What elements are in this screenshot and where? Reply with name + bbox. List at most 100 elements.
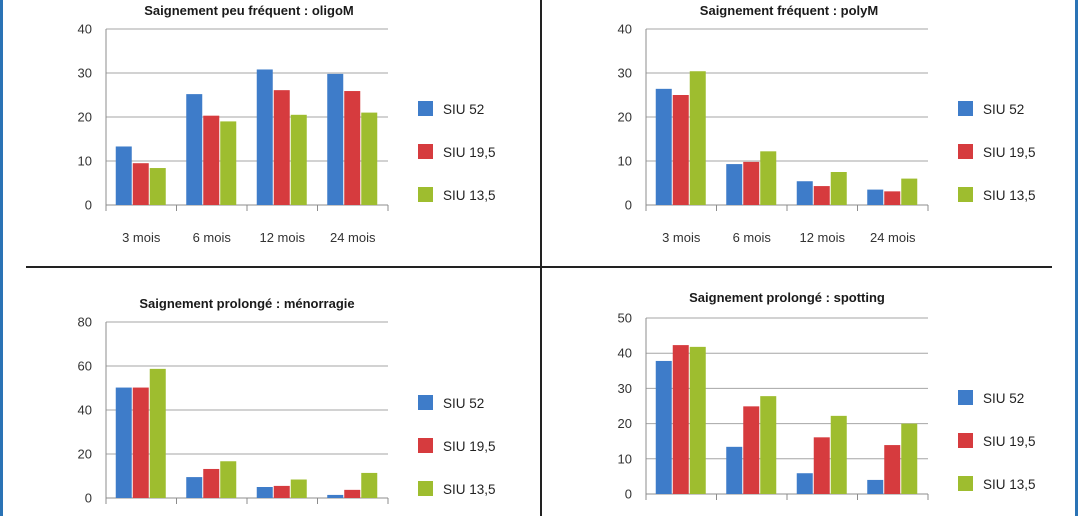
horizontal-divider <box>26 266 1052 268</box>
bar <box>327 73 344 205</box>
y-tick-label: 10 <box>618 154 632 169</box>
y-tick-label: 30 <box>618 381 632 396</box>
bar <box>344 91 361 205</box>
legend-swatch <box>958 101 973 116</box>
x-tick-label: 12 mois <box>259 230 305 245</box>
bar <box>743 161 760 205</box>
bar <box>290 479 307 498</box>
bar <box>672 345 689 494</box>
legend-label: SIU 52 <box>443 396 484 411</box>
x-tick-label: 6 mois <box>733 230 772 245</box>
y-tick-label: 40 <box>78 403 92 418</box>
bar <box>655 360 672 494</box>
legend-swatch <box>418 438 433 453</box>
bar <box>361 112 378 205</box>
bar <box>186 477 203 498</box>
y-tick-label: 10 <box>618 451 632 466</box>
bar <box>273 90 290 205</box>
legend-label: SIU 19,5 <box>443 145 496 160</box>
bar <box>655 88 672 205</box>
y-tick-label: 0 <box>625 198 632 213</box>
bar <box>115 387 132 498</box>
y-tick-label: 30 <box>78 66 92 81</box>
y-tick-label: 20 <box>78 447 92 462</box>
bar <box>884 445 901 494</box>
bar <box>689 346 706 494</box>
legend-label: SIU 19,5 <box>983 145 1036 160</box>
y-tick-label: 0 <box>85 198 92 213</box>
bar <box>901 423 918 494</box>
legend-label: SIU 13,5 <box>983 477 1036 492</box>
legend-label: SIU 13,5 <box>983 188 1036 203</box>
legend-swatch <box>958 187 973 202</box>
bar <box>256 487 273 498</box>
bar <box>256 69 273 205</box>
y-tick-label: 20 <box>618 110 632 125</box>
chart-title: Saignement prolongé : spotting <box>689 290 885 305</box>
x-tick-label: 3 mois <box>662 230 701 245</box>
x-tick-label: 6 mois <box>193 230 232 245</box>
y-tick-label: 40 <box>618 22 632 37</box>
x-tick-label: 3 mois <box>122 230 161 245</box>
y-tick-label: 60 <box>78 359 92 374</box>
bar <box>273 485 290 498</box>
legend-label: SIU 52 <box>983 391 1024 406</box>
bar <box>813 437 830 494</box>
legend-swatch <box>958 144 973 159</box>
bar <box>132 387 149 498</box>
bar <box>884 191 901 205</box>
y-tick-label: 0 <box>85 491 92 506</box>
y-tick-label: 40 <box>78 22 92 37</box>
legend-swatch <box>418 481 433 496</box>
bar <box>796 181 813 205</box>
bar <box>132 163 149 205</box>
bar <box>149 168 166 205</box>
legend-swatch <box>958 390 973 405</box>
legend-swatch <box>418 144 433 159</box>
y-tick-label: 0 <box>625 487 632 502</box>
bar <box>867 479 884 494</box>
bar <box>290 114 307 205</box>
legend-label: SIU 19,5 <box>443 439 496 454</box>
chart-title: Saignement prolongé : ménorragie <box>139 296 354 311</box>
legend-label: SIU 52 <box>443 102 484 117</box>
chart-title: Saignement peu fréquent : oligoM <box>144 3 353 18</box>
x-tick-label: 24 mois <box>870 230 916 245</box>
y-tick-label: 40 <box>618 346 632 361</box>
bar <box>203 468 220 498</box>
y-tick-label: 20 <box>618 416 632 431</box>
legend-swatch <box>418 101 433 116</box>
bar <box>672 95 689 205</box>
bar <box>743 406 760 494</box>
bar <box>760 396 777 494</box>
bar <box>901 178 918 205</box>
x-tick-label: 12 mois <box>799 230 845 245</box>
bar <box>186 94 203 205</box>
y-tick-label: 10 <box>78 154 92 169</box>
bar <box>689 71 706 206</box>
bar <box>726 164 743 205</box>
legend-label: SIU 19,5 <box>983 434 1036 449</box>
legend-label: SIU 13,5 <box>443 482 496 497</box>
bar <box>220 121 237 205</box>
bar <box>813 186 830 205</box>
bar <box>203 115 220 205</box>
chart-title: Saignement fréquent : polyM <box>700 3 878 18</box>
legend-label: SIU 52 <box>983 102 1024 117</box>
x-tick-label: 24 mois <box>330 230 376 245</box>
legend-swatch <box>958 476 973 491</box>
bar <box>830 415 847 494</box>
legend-label: SIU 13,5 <box>443 188 496 203</box>
y-tick-label: 30 <box>618 66 632 81</box>
bar <box>796 473 813 494</box>
legend-swatch <box>418 187 433 202</box>
bar <box>726 446 743 494</box>
y-tick-label: 20 <box>78 110 92 125</box>
y-tick-label: 50 <box>618 311 632 326</box>
legend-swatch <box>418 395 433 410</box>
bar <box>220 461 237 498</box>
bar <box>115 146 132 205</box>
bar <box>344 489 361 498</box>
